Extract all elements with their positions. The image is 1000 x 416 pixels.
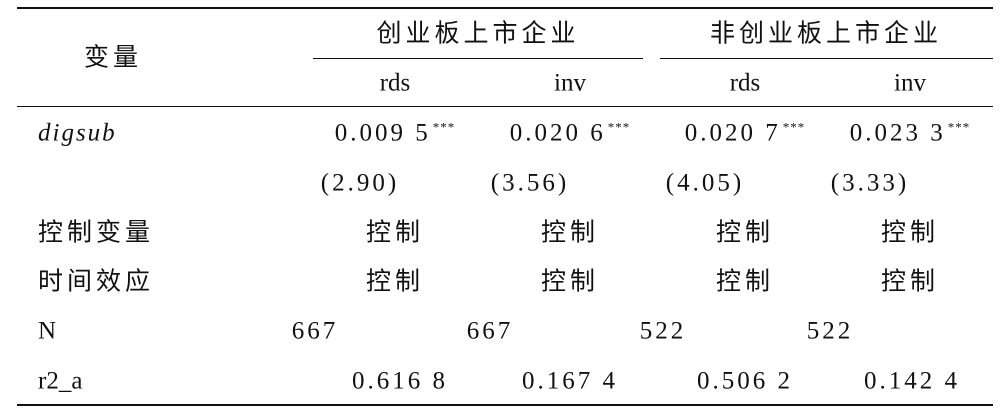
cell-value: (2.90) [320, 169, 400, 197]
cell: 控制 [541, 270, 599, 295]
bottom-rule [17, 404, 993, 406]
cell-value: 控制 [365, 219, 425, 247]
cell: 522 [807, 319, 854, 344]
cell: (4.05) [666, 171, 744, 196]
cell-value: 0.009 5 [334, 119, 431, 147]
cell: 667 [467, 319, 514, 344]
column-header: inv [554, 69, 586, 97]
cell-value: 522 [639, 317, 687, 345]
cell: 0.616 8 [352, 369, 448, 394]
cell: 0.506 2 [697, 369, 793, 394]
stub-header: 变量 [83, 44, 143, 72]
cell: 控制 [366, 270, 424, 295]
cell: 0.020 6 *** [510, 121, 631, 146]
cell: 控制 [541, 221, 599, 246]
column-header: rds [379, 69, 411, 97]
cell-value: (4.05) [665, 169, 745, 197]
cell-value: 0.616 8 [352, 367, 448, 395]
cell-value: 控制 [540, 219, 600, 247]
cell-value: 0.506 2 [697, 367, 793, 395]
cell: 522 [640, 319, 687, 344]
significance: *** [947, 119, 971, 135]
cell: 控制 [881, 270, 939, 295]
cell-value: 0.142 4 [864, 367, 960, 395]
row-label: N [38, 317, 57, 345]
column-header: rds [729, 69, 761, 97]
cell: 0.020 7 *** [685, 121, 806, 146]
group-rule [313, 58, 643, 59]
cell-value: 控制 [880, 219, 940, 247]
header-rule [17, 106, 993, 107]
row-label: 时间效应 [38, 268, 155, 296]
significance: *** [782, 119, 806, 135]
cell: 控制 [716, 270, 774, 295]
row-label: r2_a [38, 367, 83, 395]
cell: 0.023 3 *** [850, 121, 971, 146]
cell: 控制 [366, 221, 424, 246]
cell-value: 0.167 4 [522, 367, 618, 395]
cell: 0.167 4 [522, 369, 618, 394]
cell-value: 0.020 6 [509, 119, 606, 147]
cell-value: 0.020 7 [684, 119, 781, 147]
cell-value: 控制 [540, 268, 600, 296]
row-label: 控制变量 [38, 219, 155, 247]
cell: 667 [292, 319, 339, 344]
cell-value: 控制 [715, 268, 775, 296]
cell: (2.90) [321, 171, 399, 196]
cell-value: (3.56) [490, 169, 570, 197]
significance: *** [607, 119, 631, 135]
cell-value: 667 [466, 317, 514, 345]
cell: (3.33) [831, 171, 909, 196]
cell-value: 控制 [715, 219, 775, 247]
cell-value: (3.33) [830, 169, 910, 197]
cell: (3.56) [491, 171, 569, 196]
row-label: digsub [38, 119, 117, 147]
significance: *** [432, 119, 456, 135]
cell-value: 控制 [880, 268, 940, 296]
cell-value: 0.023 3 [849, 119, 946, 147]
cell: 控制 [881, 221, 939, 246]
group-header: 非创业板上市企业 [709, 20, 943, 48]
cell-value: 控制 [365, 268, 425, 296]
column-header: inv [894, 69, 926, 97]
group-rule [660, 58, 993, 59]
top-rule [17, 7, 993, 9]
cell: 0.009 5 *** [335, 121, 456, 146]
cell: 0.142 4 [864, 369, 960, 394]
cell: 控制 [716, 221, 774, 246]
cell-value: 667 [291, 317, 339, 345]
group-header: 创业板上市企业 [376, 20, 580, 48]
cell-value: 522 [806, 317, 854, 345]
